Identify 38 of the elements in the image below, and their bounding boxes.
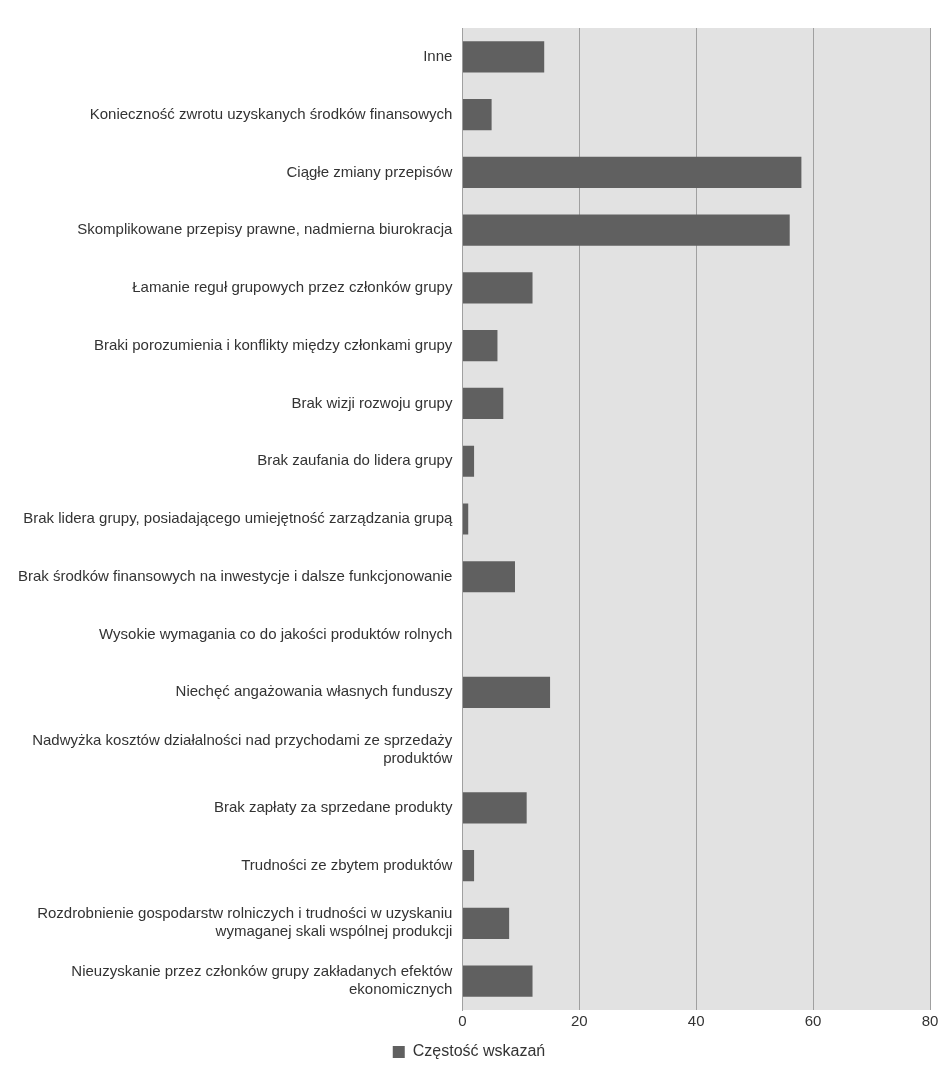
bar [462,156,802,189]
bar [462,561,515,593]
bar [462,41,545,73]
y-tick-label: Rozdrobnienie gospodarstw rolniczych i trudności w uzyskaniu wymaganej skali wspólnej produkcji [37,904,453,940]
bar [462,272,533,304]
bar [462,792,527,824]
y-tick-label: Nieuzyskanie przez członków grupy zakładanych efektów ekonomicznych [71,962,453,998]
bar [462,907,510,939]
legend-label: Częstość wskazań [412,1042,546,1060]
x-tick-label: 80 [921,1012,939,1030]
y-tick-label: Brak lidera grupy, posiadającego umiejętność zarządzania grupą [23,509,454,527]
y-tick-label: Inne [423,47,453,65]
x-tick-label: 40 [687,1012,705,1030]
y-tick-label: Brak środków finansowych na inwestycje i dalsze funkcjonowanie [17,566,453,584]
y-tick-label: Nadwyżka kosztów działalności nad przychodami ze sprzedaży produktów [32,731,453,767]
bar [462,503,469,535]
bar [462,965,533,997]
x-tick-label: 60 [804,1012,822,1030]
bar [462,99,492,131]
bar [462,214,790,246]
y-tick-label: Brak zapłaty za sprzedane produkty [213,797,453,815]
y-tick-label: Braki porozumienia i konflikty między członkami grupy [93,335,453,353]
y-tick-label: Konieczność zwrotu uzyskanych środków finansowych [89,104,453,122]
bar [462,849,475,882]
y-tick-label: Niechęć angażowania własnych funduszy [175,682,453,700]
bar [462,387,504,420]
y-tick-label: Brak wizji rozwoju grupy [291,393,453,411]
y-tick-label: Brak zaufania do lidera grupy [257,451,453,469]
y-tick-label: Trudności ze zbytem produktów [241,855,453,873]
y-tick-label: Ciągłe zmiany przepisów [286,162,453,180]
bar [462,445,475,477]
y-tick-label: Skomplikowane przepisy prawne, nadmierna biurokracja [77,220,454,238]
bar [462,330,498,362]
x-tick-label: 0 [458,1012,467,1030]
bar [462,676,551,708]
y-tick-label: Wysokie wymagania co do jakości produktów rolnych [99,624,453,642]
y-tick-label: Łamanie reguł grupowych przez członków grupy [132,278,453,296]
x-tick-label: 20 [570,1012,588,1030]
